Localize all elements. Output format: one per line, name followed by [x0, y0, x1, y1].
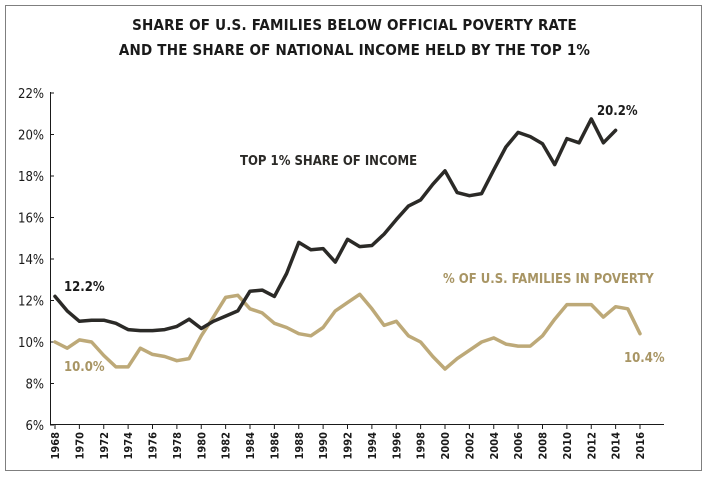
top1-start-label: 12.2% — [64, 280, 105, 295]
x-tick-label: 1990 — [317, 432, 330, 460]
x-tick-label: 1982 — [220, 432, 233, 460]
y-axis-ticks: 6% 8% 10% 12% 14% 16% 18% 20% 22% — [18, 87, 54, 434]
title-line-1: SHARE OF U.S. FAMILIES BELOW OFFICIAL PO… — [132, 16, 577, 34]
top1-income-share-line — [53, 117, 618, 333]
x-tick-label: 1970 — [73, 432, 86, 460]
x-tick-label: 1992 — [342, 432, 355, 460]
y-tick-label: 10% — [18, 336, 44, 351]
chart-frame — [5, 5, 702, 471]
x-tick-label: 2004 — [488, 432, 501, 460]
poverty-rate-line — [53, 292, 642, 371]
y-tick-label: 22% — [18, 87, 44, 102]
x-tick-label: 1988 — [293, 432, 306, 460]
y-tick-label: 12% — [18, 295, 44, 310]
top1-end-label: 20.2% — [597, 104, 638, 119]
top1-series-label: TOP 1% SHARE OF INCOME — [240, 154, 417, 169]
x-tick-label: 2010 — [561, 432, 574, 460]
x-axis-ticks: 1968 1970 1972 1974 1976 1978 1980 1982 1984 1986… — [49, 425, 647, 460]
y-tick-label: 20% — [18, 129, 44, 144]
y-tick-label: 16% — [18, 212, 44, 227]
x-tick-label: 2016 — [634, 432, 647, 460]
x-tick-label: 1998 — [415, 432, 428, 460]
y-tick-label: 18% — [18, 170, 44, 185]
x-tick-label: 2000 — [439, 432, 452, 460]
x-tick-label: 1978 — [171, 432, 184, 460]
y-tick-label: 6% — [25, 419, 44, 434]
x-tick-label: 1996 — [390, 432, 403, 460]
x-tick-label: 2006 — [512, 432, 525, 460]
title-line-2: AND THE SHARE OF NATIONAL INCOME HELD BY… — [118, 41, 591, 59]
x-tick-label: 1974 — [122, 432, 135, 460]
x-tick-label: 1986 — [268, 432, 281, 460]
x-tick-label: 2008 — [537, 432, 550, 460]
x-tick-label: 2002 — [463, 432, 476, 460]
x-tick-label: 2012 — [585, 432, 598, 460]
poverty-series-label: % OF U.S. FAMILIES IN POVERTY — [443, 272, 654, 287]
x-tick-label: 1972 — [98, 432, 111, 460]
y-tick-label: 8% — [25, 378, 44, 393]
series-lines — [53, 117, 642, 371]
x-tick-label: 1980 — [195, 432, 208, 460]
x-tick-label: 2014 — [610, 432, 623, 460]
y-tick-label: 14% — [18, 253, 44, 268]
poverty-start-label: 10.0% — [64, 360, 105, 375]
chart-title: SHARE OF U.S. FAMILIES BELOW OFFICIAL PO… — [0, 13, 709, 63]
x-tick-label: 1976 — [147, 432, 160, 460]
x-tick-label: 1968 — [49, 432, 62, 460]
poverty-end-label: 10.4% — [624, 351, 665, 366]
x-tick-label: 1994 — [366, 432, 379, 460]
annotations: TOP 1% SHARE OF INCOME % OF U.S. FAMILIE… — [64, 104, 665, 375]
x-tick-label: 1984 — [244, 432, 257, 460]
